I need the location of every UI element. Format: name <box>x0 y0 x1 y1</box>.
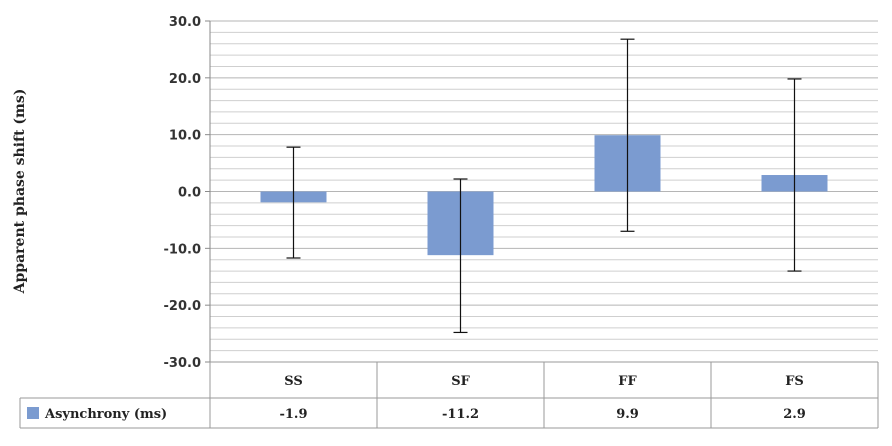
data-table-value: 2.9 <box>783 407 806 422</box>
y-tick-label: 30.0 <box>169 15 201 30</box>
y-tick-label: 20.0 <box>169 72 201 87</box>
y-tick-label: -20.0 <box>164 299 201 314</box>
y-tick-label: 0.0 <box>178 186 201 201</box>
data-table-value: 9.9 <box>616 407 639 422</box>
data-table-value: -1.9 <box>279 407 307 422</box>
legend-swatch <box>27 407 39 419</box>
x-category-label: FS <box>785 374 804 389</box>
y-tick-label: 10.0 <box>169 129 201 144</box>
gridlines <box>210 20 878 363</box>
data-table: SS -1.9 SF -11.2 FF 9.9 FS 2.9 Asynchrony (ms) <box>19 361 879 429</box>
y-tick-label: -10.0 <box>164 242 201 257</box>
y-axis-ticks: 30.0 20.0 10.0 0.0 -10.0 -20.0 -30.0 <box>164 15 210 371</box>
y-tick-label: -30.0 <box>164 356 201 371</box>
y-axis-title: Apparent phase shift (ms) <box>12 89 28 295</box>
x-category-label: FF <box>618 374 637 389</box>
legend-label: Asynchrony (ms) <box>44 407 167 422</box>
x-category-label: SS <box>284 374 303 389</box>
error-bars <box>286 38 802 334</box>
x-category-label: SF <box>451 374 470 389</box>
data-table-value: -11.2 <box>442 407 479 422</box>
